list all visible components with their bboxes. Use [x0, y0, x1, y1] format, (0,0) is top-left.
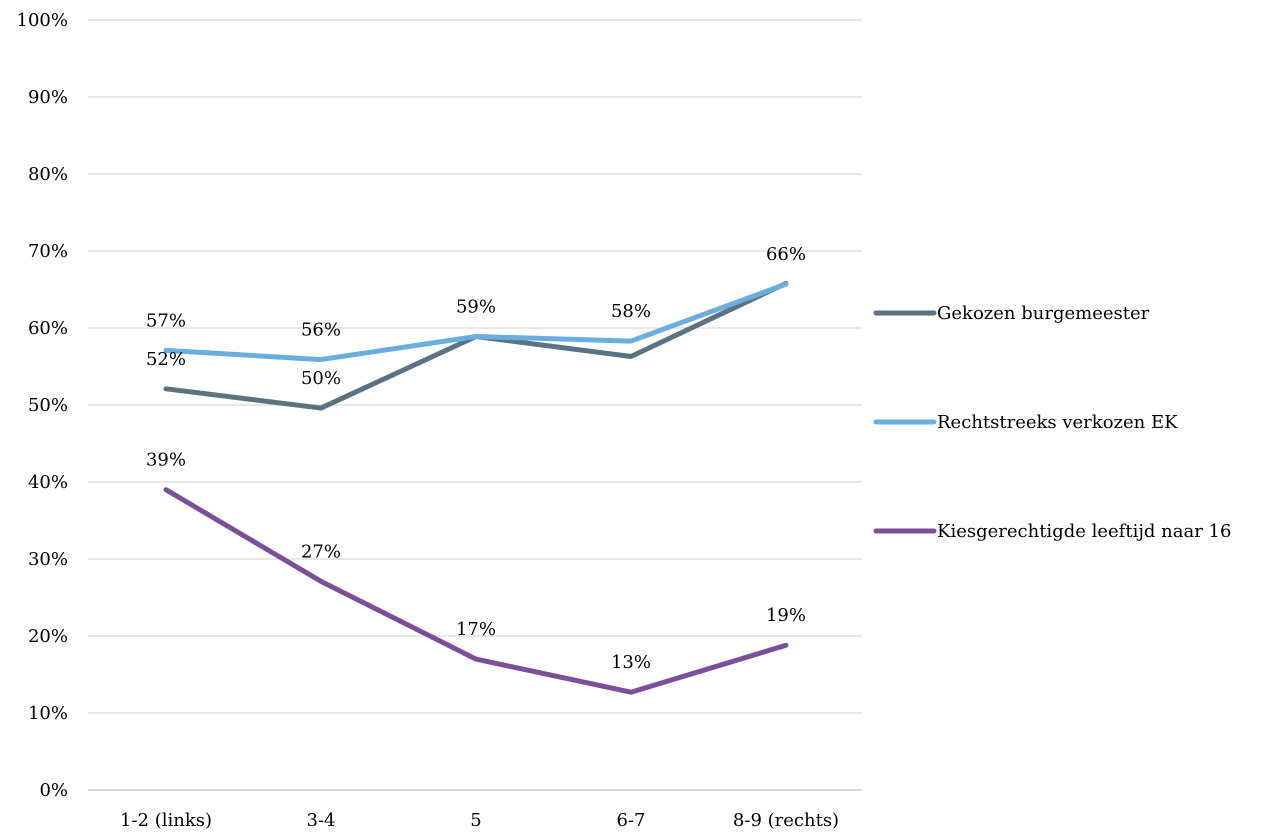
- data-label: 52%: [146, 349, 186, 370]
- data-label: 39%: [146, 450, 186, 471]
- y-tick-label: 80%: [28, 164, 68, 185]
- series-lines: [163, 280, 789, 695]
- x-tick-label: 6-7: [617, 810, 646, 831]
- data-label: 58%: [611, 301, 651, 322]
- legend-label: Rechtstreeks verkozen EK: [937, 412, 1178, 433]
- data-label: 57%: [146, 310, 186, 331]
- data-labels: 52% 50% 57% 56% 59% 58% 66% 39% 27% 17% 13% 19%: [146, 244, 806, 673]
- gridlines: [88, 19, 862, 791]
- y-tick-label: 90%: [28, 87, 68, 108]
- x-tick-label: 1-2 (links): [120, 810, 212, 831]
- legend: Gekozen burgemeester Rechtstreeks verkoze…: [873, 303, 1231, 542]
- y-tick-label: 50%: [28, 395, 68, 416]
- y-tick-label: 30%: [28, 549, 68, 570]
- data-label: 13%: [611, 652, 651, 673]
- series-line-2: [163, 281, 789, 363]
- data-label: 17%: [456, 619, 496, 640]
- data-label: 56%: [301, 320, 341, 341]
- series-line-3: [163, 487, 789, 695]
- x-tick-label: 8-9 (rechts): [733, 810, 839, 831]
- x-axis-tick-labels: 1-2 (links) 3-4 5 6-7 8-9 (rechts): [120, 810, 839, 831]
- data-label: 50%: [301, 368, 341, 389]
- y-tick-label: 10%: [28, 703, 68, 724]
- x-tick-label: 5: [470, 810, 481, 831]
- y-tick-label: 40%: [28, 472, 68, 493]
- legend-label: Gekozen burgemeester: [937, 303, 1150, 324]
- y-tick-label: 0%: [39, 780, 68, 801]
- x-tick-label: 3-4: [307, 810, 336, 831]
- data-label: 66%: [766, 244, 806, 265]
- data-label: 59%: [456, 296, 496, 317]
- y-tick-label: 70%: [28, 241, 68, 262]
- y-axis-tick-labels: 0% 10% 20% 30% 40% 50% 60% 70% 80% 90% 100%: [17, 10, 68, 801]
- data-label: 27%: [301, 541, 341, 562]
- y-tick-label: 60%: [28, 318, 68, 339]
- y-tick-label: 100%: [17, 10, 68, 31]
- legend-label: Kiesgerechtigde leeftijd naar 16: [937, 521, 1231, 542]
- y-tick-label: 20%: [28, 626, 68, 647]
- data-label: 19%: [766, 605, 806, 626]
